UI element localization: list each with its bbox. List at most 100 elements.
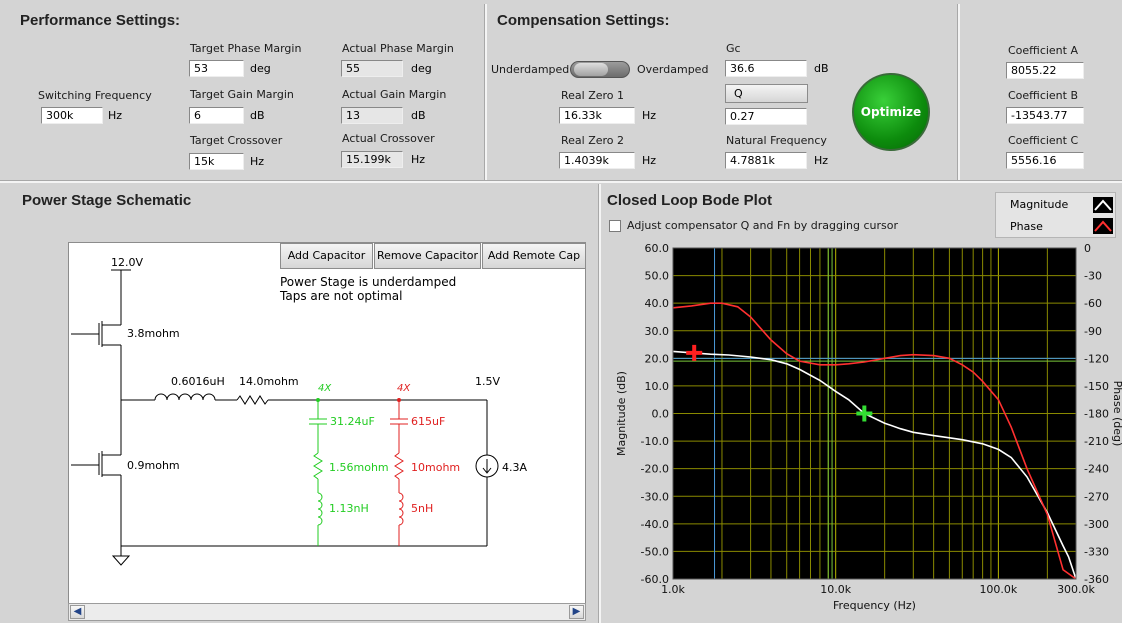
coefficient-a-label: Coefficient A (1008, 44, 1078, 57)
y2-tick-label: -150 (1084, 380, 1109, 393)
y2-tick-label: -30 (1084, 270, 1102, 283)
bank2-count-label: 4X (397, 383, 411, 394)
status-underdamped-text: Power Stage is underdamped (280, 275, 457, 289)
damping-toggle-switch[interactable] (570, 61, 630, 78)
target-gain-margin-input[interactable]: 6 (189, 107, 244, 124)
y2-tick-label: -330 (1084, 545, 1109, 558)
unit-label: dB (250, 109, 265, 122)
y2-tick-label: 0 (1084, 242, 1091, 255)
y2-tick-label: -270 (1084, 490, 1109, 503)
adjust-cursor-checkbox[interactable] (609, 220, 621, 232)
y2-tick-label: -120 (1084, 352, 1109, 365)
actual-gain-margin-label: Actual Gain Margin (342, 88, 447, 101)
actual-phase-margin-indicator: 55 (341, 60, 403, 77)
actual-crossover-label: Actual Crossover (342, 132, 435, 145)
y2-tick-label: -180 (1084, 408, 1109, 421)
unit-label: Hz (814, 154, 829, 167)
y-tick-label: -50.0 (641, 545, 669, 558)
legend-phase-label: Phase (1010, 220, 1043, 233)
y2-axis-label: Phase (deg) (1111, 381, 1122, 447)
low-side-resistance-label: 0.9mohm (127, 459, 180, 472)
unit-label: Hz (108, 109, 123, 122)
real-zero-1-input[interactable]: 16.33k (559, 107, 635, 124)
unit-label: Hz (250, 155, 265, 168)
add-capacitor-button[interactable]: Add Capacitor (280, 243, 373, 269)
y2-tick-label: -60 (1084, 297, 1102, 310)
bank1-capacitance-label: 31.24uF (330, 415, 375, 428)
y-tick-label: 50.0 (645, 270, 670, 283)
unit-label: Hz (642, 109, 657, 122)
y2-tick-label: -240 (1084, 463, 1109, 476)
horizontal-scrollbar[interactable]: ◀ ▶ (68, 603, 586, 621)
y2-tick-label: -90 (1084, 325, 1102, 338)
adjust-cursor-label: Adjust compensator Q and Fn by dragging … (627, 219, 899, 232)
x-tick-label: 10.0k (820, 583, 851, 596)
gc-label: Gc (726, 42, 741, 55)
y-axis-label: Magnitude (dB) (615, 371, 628, 456)
coefficient-b-input[interactable]: -13543.77 (1006, 107, 1084, 124)
bank2-esr-label: 10mohm (411, 461, 461, 474)
add-remote-cap-button[interactable]: Add Remote Cap (482, 243, 585, 269)
vin-label: 12.0V (111, 256, 144, 269)
bank1-count-label: 4X (318, 383, 332, 394)
schematic-diagram (71, 269, 499, 566)
target-gain-margin-label: Target Gain Margin (190, 88, 294, 101)
remove-capacitor-button[interactable]: Remove Capacitor (374, 243, 481, 269)
scroll-left-icon[interactable]: ◀ (70, 605, 85, 619)
performance-settings-title: Performance Settings: (20, 12, 181, 29)
unit-label: deg (411, 62, 432, 75)
switching-frequency-input[interactable]: 300k (41, 107, 103, 124)
coefficient-c-label: Coefficient C (1008, 134, 1079, 147)
x-tick-label: 100.0k (979, 583, 1017, 596)
optimize-button[interactable]: Optimize (852, 73, 930, 151)
y-tick-label: 10.0 (645, 380, 670, 393)
compensation-settings-title: Compensation Settings: (497, 12, 670, 29)
plot-legend: Magnitude Phase (995, 192, 1116, 238)
red-cursor-marker (686, 344, 703, 361)
unit-label: dB (411, 109, 426, 122)
coefficient-a-input[interactable]: 8055.22 (1006, 62, 1084, 79)
vout-label: 1.5V (475, 375, 501, 388)
bank1-esr-label: 1.56mohm (329, 461, 389, 474)
coefficient-b-label: Coefficient B (1008, 89, 1079, 102)
load-current-label: 4.3A (502, 461, 528, 474)
section-divider (957, 4, 960, 182)
y-tick-label: 20.0 (645, 352, 670, 365)
y-tick-label: -20.0 (641, 463, 669, 476)
unit-label: dB (814, 62, 829, 75)
actual-gain-margin-indicator: 13 (341, 107, 403, 124)
q-input[interactable]: 0.27 (725, 108, 807, 125)
bode-plot-chart[interactable]: 60.0 50.0 40.0 30.0 20.0 10.0 0.0 -10.0 -20.0 -30… (600, 238, 1122, 623)
real-zero-2-input[interactable]: 1.4039k (559, 152, 635, 169)
q-button[interactable]: Q (725, 84, 808, 103)
target-phase-margin-input[interactable]: 53 (189, 60, 244, 77)
toggle-knob (574, 63, 608, 76)
legend-magnitude-label: Magnitude (1010, 198, 1069, 211)
series-line-phase (672, 302, 1077, 580)
y-tick-label: 30.0 (645, 325, 670, 338)
high-side-resistance-label: 3.8mohm (127, 327, 180, 340)
section-divider (0, 180, 1122, 183)
actual-phase-margin-label: Actual Phase Margin (342, 42, 454, 55)
y2-tick-label: -210 (1084, 435, 1109, 448)
target-crossover-label: Target Crossover (190, 134, 283, 147)
bode-plot-title: Closed Loop Bode Plot (607, 192, 772, 209)
bank1-esl-label: 1.13nH (329, 502, 369, 515)
series-line-magnitude (672, 350, 1077, 580)
x-tick-label: 1.0k (661, 583, 685, 596)
target-crossover-input[interactable]: 15k (189, 153, 244, 170)
inductor-value-label: 0.6016uH (171, 375, 225, 388)
y-tick-label: -30.0 (641, 490, 669, 503)
coefficient-c-input[interactable]: 5556.16 (1006, 152, 1084, 169)
y-tick-label: -60.0 (641, 573, 669, 586)
schematic-canvas[interactable]: 12.0V 3.8mohm 0.9mohm 0.6016uH 14.0mohm … (68, 242, 586, 609)
scroll-right-icon[interactable]: ▶ (569, 605, 584, 619)
natural-frequency-input[interactable]: 4.7881k (725, 152, 807, 169)
legend-phase-swatch (1093, 218, 1113, 234)
power-stage-schematic-title: Power Stage Schematic (22, 192, 192, 209)
y-tick-label: -10.0 (641, 435, 669, 448)
y-tick-label: 60.0 (645, 242, 670, 255)
gc-input[interactable]: 36.6 (725, 60, 807, 77)
bank2-esl-label: 5nH (411, 502, 434, 515)
actual-crossover-indicator: 15.199k (341, 151, 403, 168)
